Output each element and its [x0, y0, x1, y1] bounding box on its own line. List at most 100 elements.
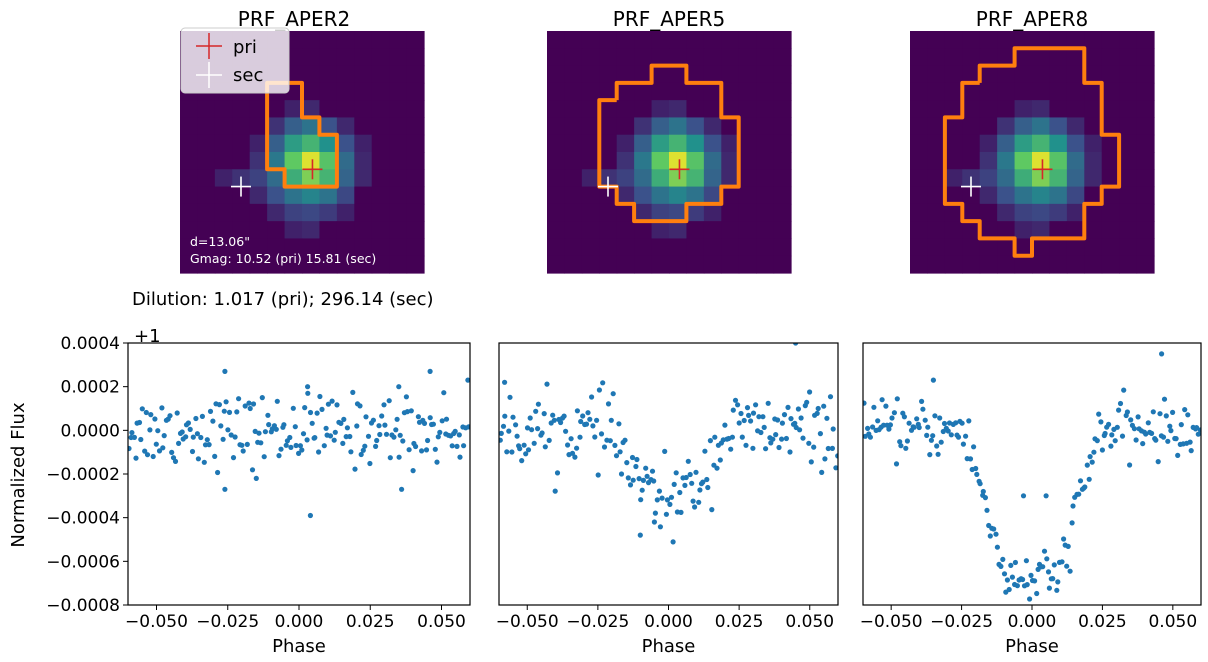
image-pixel [910, 100, 929, 119]
data-point [399, 486, 405, 492]
image-pixel [1084, 238, 1103, 257]
image-pixel [686, 152, 705, 170]
image-pixel [1084, 82, 1103, 101]
image-pixel [581, 82, 600, 101]
image-pixel [1136, 221, 1155, 240]
image-pixel [686, 186, 705, 205]
data-point [387, 455, 393, 461]
image-pixel [773, 48, 792, 67]
x-tick-label: 0.050 [417, 612, 466, 632]
data-point [344, 425, 350, 431]
image-pixel [180, 255, 199, 274]
image-pixel [979, 169, 998, 188]
image-pixel [389, 203, 408, 222]
data-point [739, 434, 745, 440]
image-pixel [302, 31, 321, 49]
data-point [792, 420, 798, 426]
data-point [220, 436, 226, 442]
marker-sec [961, 176, 981, 197]
data-point [305, 384, 311, 390]
data-point [1135, 414, 1141, 420]
image-pixel [302, 169, 321, 188]
data-point [1102, 430, 1108, 437]
image-pixel [651, 186, 670, 205]
data-point [938, 439, 944, 445]
image-pixel [1084, 117, 1103, 136]
data-point [1043, 493, 1049, 499]
image-pixel [1032, 31, 1051, 49]
image-pixel [616, 169, 635, 188]
x-tick-label: 0.050 [785, 612, 834, 632]
image-pixel [371, 31, 390, 49]
data-point [935, 451, 941, 457]
image-pixel [756, 117, 775, 136]
data-point [550, 412, 556, 418]
data-point [210, 418, 216, 424]
image-pixel [634, 152, 653, 170]
data-point [1094, 438, 1100, 444]
data-point [502, 413, 508, 419]
data-point [542, 444, 548, 450]
data-point [736, 420, 742, 426]
image-pixel [1136, 238, 1155, 257]
image-pixel [1119, 152, 1138, 170]
data-point [499, 430, 504, 436]
image-pixel [1049, 134, 1068, 153]
data-point [934, 443, 940, 449]
data-point [554, 470, 561, 476]
image-pixel [371, 100, 390, 119]
data-point [439, 418, 445, 424]
image-pixel [406, 255, 425, 274]
data-point [338, 420, 344, 426]
data-point [779, 436, 785, 442]
image-pixel [910, 203, 929, 222]
image-pixel [651, 65, 670, 84]
image-pixel [979, 31, 998, 49]
image-pixel [651, 169, 670, 188]
image-pixel [634, 100, 653, 119]
image-pixel [616, 65, 635, 84]
image-pixel [1049, 100, 1068, 119]
data-point [613, 453, 620, 459]
data-point [1161, 396, 1168, 402]
data-point [199, 413, 205, 419]
image-pixel [319, 31, 338, 49]
y-tick-label: −0.0004 [46, 509, 120, 529]
data-point [705, 484, 711, 491]
data-point [963, 433, 969, 439]
image-pixel [371, 82, 390, 101]
data-point [973, 465, 979, 472]
image-title-aper2: PRF_APER2 [238, 7, 350, 31]
data-point [259, 395, 265, 401]
image-pixel [336, 117, 355, 136]
image-pixel [997, 65, 1016, 84]
data-point [728, 446, 734, 452]
image-pixel [773, 203, 792, 222]
data-point [1149, 430, 1155, 436]
image-pixel [232, 134, 251, 153]
image-pixel [703, 65, 722, 84]
data-point [959, 420, 965, 426]
image-pixel [686, 169, 705, 188]
image-pixel [249, 117, 268, 136]
image-pixel [302, 238, 321, 257]
data-point [814, 410, 820, 416]
data-point [596, 387, 603, 393]
image-pixel [1084, 100, 1103, 119]
image-panel-aper2: PRF_APER2 [180, 7, 425, 274]
image-pixel [406, 203, 425, 222]
image-pixel [547, 117, 566, 136]
image-pixel [249, 134, 268, 153]
image-pixel [756, 100, 775, 119]
legend-label-pri: pri [233, 37, 257, 58]
image-pixel [267, 221, 286, 240]
image-pixel [1119, 238, 1138, 257]
image-pixel [721, 203, 740, 222]
data-point [622, 437, 628, 443]
data-point [760, 414, 766, 420]
image-pixel [389, 100, 408, 119]
image-pixel [997, 152, 1016, 170]
image-pixel [1136, 31, 1155, 49]
data-point [644, 473, 650, 479]
image-pixel [197, 117, 216, 136]
